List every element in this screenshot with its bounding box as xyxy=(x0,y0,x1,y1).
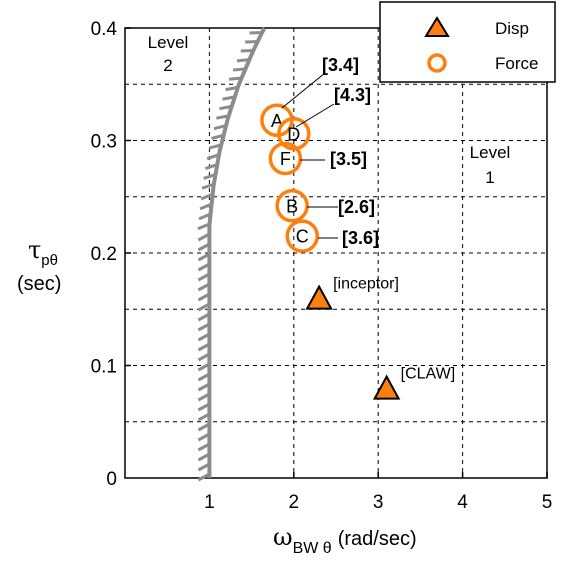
legend-force-marker xyxy=(427,53,447,73)
x-tick-label: 2 xyxy=(289,492,300,513)
point-letter: B xyxy=(286,196,298,216)
x-tick-label: 3 xyxy=(373,492,384,513)
level-2-label: Level xyxy=(148,33,189,52)
force-point-d: D [4.3] xyxy=(277,85,371,151)
level-2-number: 2 xyxy=(163,56,172,75)
rating-label: [2.6] xyxy=(338,197,375,217)
legend-disp-label: Disp xyxy=(495,19,529,38)
force-point-f: F [3.5] xyxy=(268,141,367,176)
legend-box xyxy=(379,1,556,83)
x-axis-label: ωBW θ (rad/sec) xyxy=(273,523,417,557)
level-boundary xyxy=(197,27,267,482)
force-marker xyxy=(285,219,319,253)
force-point-b: B [2.6] xyxy=(275,189,375,223)
y-tick-label: 0.2 xyxy=(91,244,117,265)
point-letter: C xyxy=(296,227,309,247)
disp-annotation: [CLAW] xyxy=(401,365,456,382)
y-axis-label: τpθ xyxy=(28,236,58,269)
legend-force-label: Force xyxy=(495,54,538,73)
x-tick-label: 4 xyxy=(457,492,468,513)
disp-annotation: [inceptor] xyxy=(333,275,399,292)
point-letter: F xyxy=(280,149,291,169)
force-point-c: C [3.6] xyxy=(285,219,379,253)
point-letter: D xyxy=(287,124,300,144)
force-marker xyxy=(277,117,311,151)
rating-label: [3.5] xyxy=(330,149,367,169)
y-tick-label: 0.3 xyxy=(91,132,117,153)
force-marker xyxy=(268,141,303,176)
boundary-line xyxy=(207,27,267,478)
rating-label: [3.4] xyxy=(322,55,359,75)
x-tick-label: 5 xyxy=(542,492,553,513)
disp-point-2: [CLAW] xyxy=(372,365,456,400)
grid xyxy=(125,28,547,478)
disp-point-1: [inceptor] xyxy=(305,275,399,310)
disp-marker xyxy=(305,284,333,310)
x-tick-label: 1 xyxy=(204,492,215,513)
level-1-label: Level xyxy=(470,143,511,162)
legend: Disp Force xyxy=(379,1,556,83)
rating-leader xyxy=(295,103,335,128)
force-marker xyxy=(275,189,309,223)
rating-label: [4.3] xyxy=(334,85,371,105)
disp-marker xyxy=(372,374,401,400)
legend-disp-marker xyxy=(424,16,450,37)
y-tick-label: 0 xyxy=(106,469,117,490)
y-tick-label: 0.4 xyxy=(91,19,118,40)
level-1-number: 1 xyxy=(485,168,494,187)
rating-label: [3.6] xyxy=(342,228,379,248)
y-axis-unit: (sec) xyxy=(17,273,61,295)
rating-leader xyxy=(281,72,326,109)
y-tick-label: 0.1 xyxy=(91,357,117,378)
